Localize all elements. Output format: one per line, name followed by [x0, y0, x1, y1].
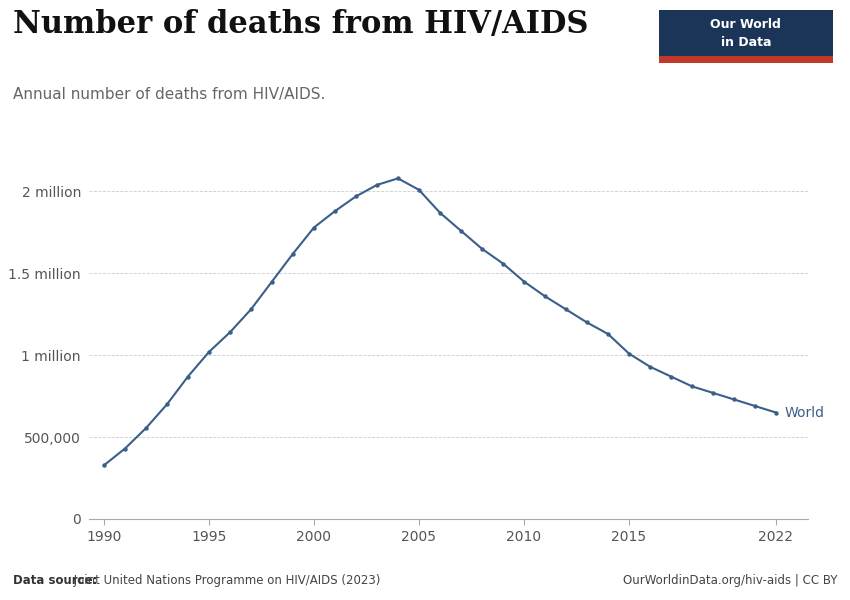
Text: OurWorldinData.org/hiv-aids | CC BY: OurWorldinData.org/hiv-aids | CC BY — [623, 574, 837, 587]
Text: in Data: in Data — [721, 35, 771, 49]
Text: World: World — [785, 406, 824, 419]
Text: Annual number of deaths from HIV/AIDS.: Annual number of deaths from HIV/AIDS. — [13, 87, 325, 102]
Text: Number of deaths from HIV/AIDS: Number of deaths from HIV/AIDS — [13, 9, 588, 40]
Text: Joint United Nations Programme on HIV/AIDS (2023): Joint United Nations Programme on HIV/AI… — [70, 574, 380, 587]
Text: Data source:: Data source: — [13, 574, 97, 587]
Text: Our World: Our World — [711, 17, 781, 31]
